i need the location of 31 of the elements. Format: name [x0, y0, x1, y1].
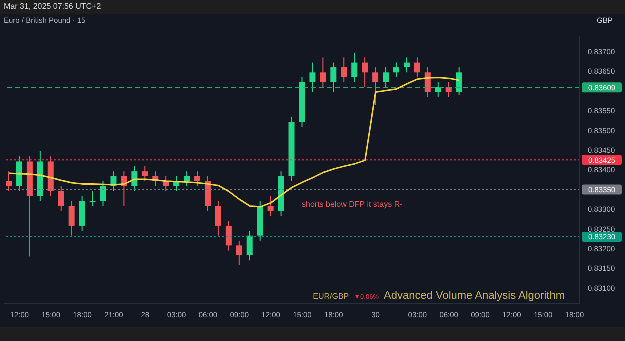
candlestick [393, 62, 400, 78]
candlestick [372, 67, 379, 106]
candlestick [352, 52, 358, 84]
candlestick [435, 82, 442, 98]
annotation: shorts below DFP it stays R- [300, 200, 405, 209]
candlestick [68, 200, 75, 236]
candlestick [90, 190, 96, 207]
candlestick [58, 186, 64, 212]
annotation: EUR/GBP [313, 292, 350, 301]
annotation: Advanced Volume Analysis Algorithm [384, 290, 565, 302]
candlestick [268, 196, 274, 217]
candlestick [100, 180, 106, 207]
candlestick [320, 57, 326, 88]
candlestick [236, 240, 242, 266]
candlestick [330, 62, 337, 93]
candlestick [362, 57, 368, 88]
candlestick [310, 62, 316, 93]
candlestick [414, 57, 420, 78]
candlestick [226, 220, 232, 252]
candlestick [142, 166, 148, 182]
candlestick [456, 67, 462, 96]
candlestick [424, 67, 431, 98]
candlestick [383, 67, 390, 88]
candlestick [184, 171, 190, 187]
candlestick [404, 57, 410, 74]
chart-title: Mar 31, 2025 07:56 UTC+2 [0, 0, 625, 14]
candlestick [246, 230, 253, 262]
candlestick [341, 57, 348, 84]
candlestick [215, 200, 222, 236]
candlestick [194, 171, 201, 187]
candlestick [6, 171, 12, 192]
